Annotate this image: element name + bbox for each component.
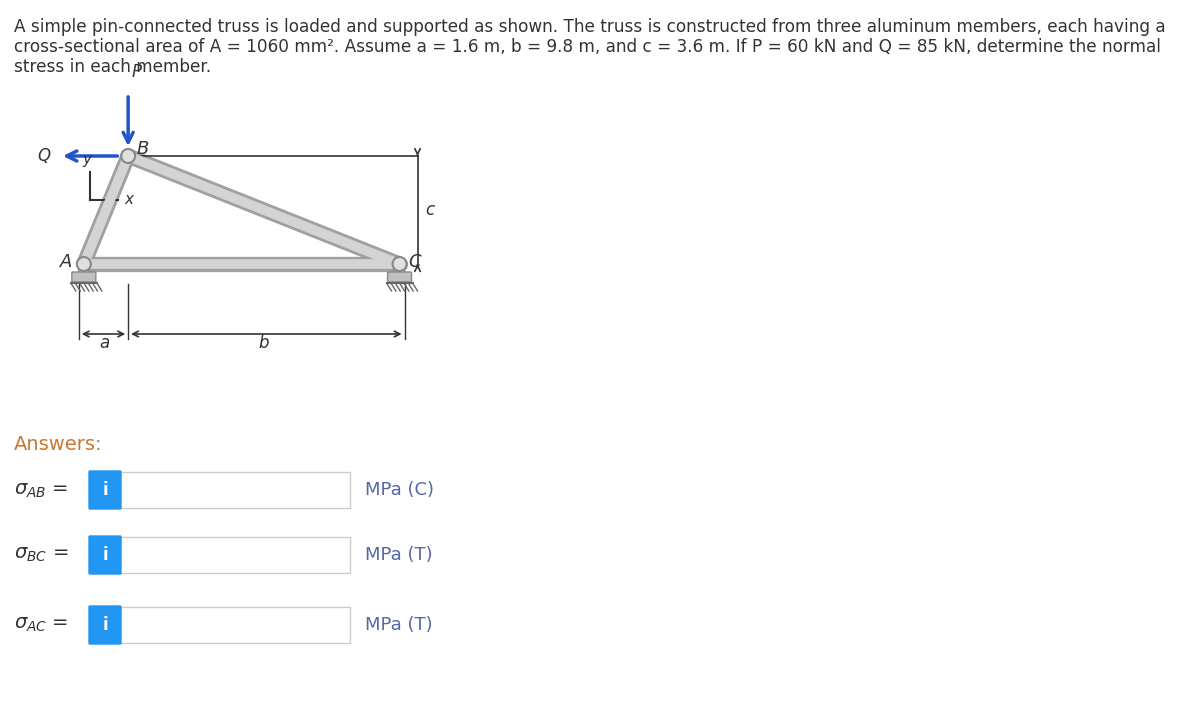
Circle shape [121,149,136,163]
Text: C: C [408,253,421,271]
Text: $\sigma_{BC}$ =: $\sigma_{BC}$ = [14,546,68,564]
FancyBboxPatch shape [89,471,121,509]
Text: Answers:: Answers: [14,435,102,454]
Circle shape [77,257,91,271]
Text: Q: Q [37,147,50,165]
Text: MPa (T): MPa (T) [365,616,433,634]
FancyBboxPatch shape [120,607,350,643]
Text: $\sigma_{AC}$ =: $\sigma_{AC}$ = [14,616,68,634]
Text: MPa (C): MPa (C) [365,481,434,499]
Text: c: c [426,201,434,219]
Text: i: i [102,481,108,499]
FancyBboxPatch shape [120,472,350,508]
Text: $\sigma_{AB}$ =: $\sigma_{AB}$ = [14,480,68,500]
FancyBboxPatch shape [388,272,412,282]
Text: MPa (T): MPa (T) [365,546,433,564]
Circle shape [392,257,407,271]
Text: stress in each member.: stress in each member. [14,58,211,76]
Circle shape [79,266,89,276]
Circle shape [395,266,404,276]
Text: a: a [98,334,109,352]
Text: i: i [102,546,108,564]
FancyBboxPatch shape [120,537,350,573]
Text: A: A [60,253,72,271]
Text: i: i [102,616,108,634]
Text: x: x [124,192,133,207]
Text: A simple pin-connected truss is loaded and supported as shown. The truss is cons: A simple pin-connected truss is loaded a… [14,18,1165,36]
Text: y: y [83,152,91,167]
Text: cross-sectional area of A = 1060 mm². Assume a = 1.6 m, b = 9.8 m, and c = 3.6 m: cross-sectional area of A = 1060 mm². As… [14,38,1162,56]
Text: b: b [258,334,269,352]
FancyBboxPatch shape [89,536,121,574]
FancyBboxPatch shape [89,606,121,644]
Text: B: B [136,140,149,158]
Text: P: P [131,63,142,81]
FancyBboxPatch shape [72,272,96,282]
